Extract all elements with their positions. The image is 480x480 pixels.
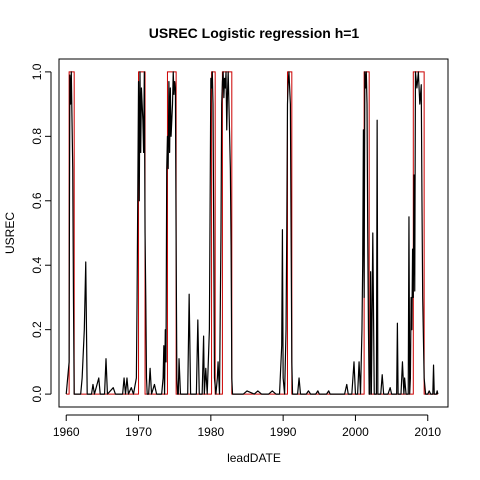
y-tick-label: 0.8 [30,128,44,145]
series-fitted-probability [65,71,439,395]
y-axis-label: USREC [3,212,17,254]
x-tick-label: 1980 [197,425,224,439]
chart-title: USREC Logistic regression h=1 [149,25,360,41]
y-tick-label: 0.6 [30,192,44,209]
y-tick-label: 1.0 [30,63,44,80]
x-tick-label: 1960 [53,425,80,439]
y-tick-label: 0.2 [30,321,44,338]
x-tick-label: 2000 [342,425,369,439]
x-axis-label: leadDATE [227,451,281,465]
y-tick-label: 0.0 [30,385,44,402]
x-tick-label: 1990 [270,425,297,439]
plot-area: 1960 1970 1980 1990 2000 2010 0.0 0.2 0.4 0.6 0.8 1… [30,58,449,439]
x-tick-label: 1970 [125,425,152,439]
y-tick-label: 0.4 [30,257,44,274]
plot-frame [58,58,449,408]
series-usrec-step [66,71,438,395]
x-tick-label: 2010 [414,425,441,439]
